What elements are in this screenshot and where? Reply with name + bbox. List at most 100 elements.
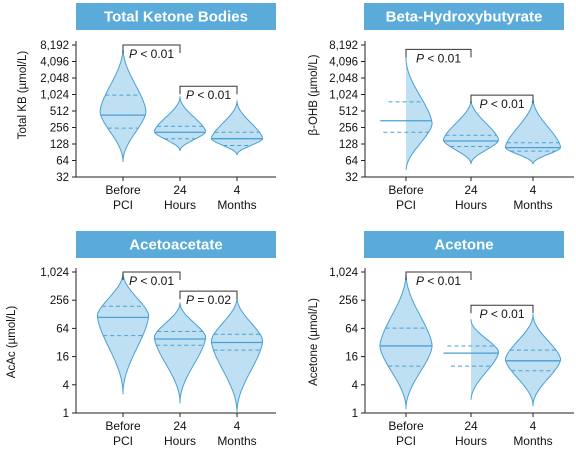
panel-title: Acetoacetate (129, 237, 222, 254)
y-tick-label: 256 (50, 295, 69, 307)
significance-bracket (470, 304, 534, 314)
y-tick-label: 1 (352, 408, 358, 420)
y-tick-label: 4 (63, 380, 70, 392)
y-tick-label: 1 (63, 408, 69, 420)
violin (505, 313, 561, 407)
x-category-label: Before (105, 183, 141, 197)
x-category-label: Before (388, 183, 424, 197)
y-tick-label: 4,096 (329, 57, 358, 69)
significance-bracket (179, 290, 238, 300)
y-axis-label: β-OHB (µmol/L) (308, 54, 320, 135)
x-category-label: 4 (234, 419, 241, 433)
x-category-label: PCI (396, 434, 416, 448)
panel-total-ketone-bodies: Total Ketone Bodies Total KB (µmol/L) 32… (17, 3, 276, 212)
x-category-label: Months (217, 434, 256, 448)
significance-bracket (122, 44, 181, 53)
y-axis-label: Acetone (µmol/L) (308, 298, 320, 386)
y-tick-label: 1,024 (329, 267, 358, 279)
violin (99, 46, 147, 162)
x-category-label: Months (513, 434, 552, 448)
violin (210, 296, 264, 413)
panel-beta-hydroxybutyrate: Beta-Hydroxybutyrate β-OHB (µmol/L) 32 64… (308, 3, 574, 212)
p-value-label: P < 0.01 (416, 51, 461, 65)
x-category-label: PCI (113, 198, 133, 212)
significance-bracket (470, 94, 534, 104)
p-value-label: P = 0.02 (186, 293, 231, 307)
y-tick-label: 4,096 (40, 57, 69, 69)
panel-title-bar (364, 3, 564, 30)
plot-area: 32641282565121,0242,0484,0968,192BeforeP… (40, 40, 276, 212)
x-category-label: 24 (464, 183, 478, 197)
y-tick-label: 64 (56, 156, 69, 168)
y-tick-label: 1,024 (329, 90, 358, 102)
violin (442, 98, 500, 165)
x-category-label: 4 (234, 183, 241, 197)
y-tick-label: 128 (50, 139, 69, 151)
significance-bracket (405, 271, 472, 280)
y-tick-label: 8,192 (329, 40, 358, 52)
x-category-label: Hours (164, 198, 196, 212)
y-tick-label: 2,048 (329, 73, 358, 85)
y-tick-label: 256 (339, 295, 358, 307)
violin (470, 319, 500, 400)
violin (153, 96, 207, 152)
y-tick-label: 8,192 (40, 40, 69, 52)
significance-bracket (405, 48, 472, 58)
x-category-label: PCI (113, 434, 133, 448)
x-category-label: 24 (173, 419, 187, 433)
p-value-label: P < 0.01 (479, 307, 524, 321)
violin (405, 56, 433, 170)
panel-title: Acetone (434, 237, 493, 254)
panel-title-bar (76, 231, 276, 258)
y-tick-label: 512 (50, 106, 69, 118)
y-tick-label: 256 (339, 123, 358, 135)
y-tick-label: 4 (352, 380, 359, 392)
x-category-label: 4 (530, 183, 537, 197)
x-category-label: 24 (464, 419, 478, 433)
significance-bracket (179, 85, 238, 95)
p-value-label: P < 0.01 (129, 47, 174, 61)
x-category-label: Hours (455, 434, 487, 448)
x-category-label: Before (105, 419, 141, 433)
y-tick-label: 64 (56, 323, 69, 335)
y-axis-label: Total KB (µmol/L) (17, 51, 29, 140)
panel-title: Total Ketone Bodies (104, 9, 248, 26)
x-category-label: Hours (164, 434, 196, 448)
y-tick-label: 512 (339, 106, 358, 118)
x-category-label: 4 (530, 419, 537, 433)
panel-acetone: Acetone Acetone (µmol/L) 1 4 16 64 256 1,024 B… (308, 231, 574, 448)
panel-title: Beta-Hydroxybutyrate (386, 9, 543, 26)
y-tick-label: 1,024 (40, 267, 69, 279)
violin (96, 272, 150, 395)
panel-title-bar (364, 231, 564, 258)
y-tick-label: 16 (56, 352, 69, 364)
plot-area: 32641282565121,0242,0484,0968,192BeforeP… (329, 40, 574, 212)
y-tick-label: 16 (345, 352, 358, 364)
violin (153, 302, 207, 404)
p-value-label: P < 0.01 (186, 88, 231, 102)
y-tick-label: 256 (50, 123, 69, 135)
p-value-label: P < 0.01 (479, 97, 524, 111)
panel-title-bar (76, 3, 276, 30)
y-tick-label: 64 (345, 156, 358, 168)
x-category-label: Before (388, 419, 424, 433)
significance-bracket (122, 271, 181, 280)
x-category-label: Hours (455, 198, 487, 212)
y-axis-label: AcAc (µmol/L) (6, 306, 18, 379)
x-category-label: PCI (396, 198, 416, 212)
x-category-label: 24 (173, 183, 187, 197)
p-value-label: P < 0.01 (416, 274, 461, 288)
p-value-label: P < 0.01 (129, 274, 174, 288)
y-tick-label: 32 (345, 172, 358, 184)
violin (210, 100, 264, 156)
y-tick-label: 64 (345, 323, 358, 335)
y-tick-label: 32 (56, 172, 69, 184)
x-category-label: Months (217, 198, 256, 212)
panel-acetoacetate: Acetoacetate AcAc (µmol/L) 1 4 16 64 256 1,02… (6, 231, 276, 448)
y-tick-label: 1,024 (40, 90, 69, 102)
y-tick-label: 128 (339, 139, 358, 151)
y-tick-label: 2,048 (40, 73, 69, 85)
